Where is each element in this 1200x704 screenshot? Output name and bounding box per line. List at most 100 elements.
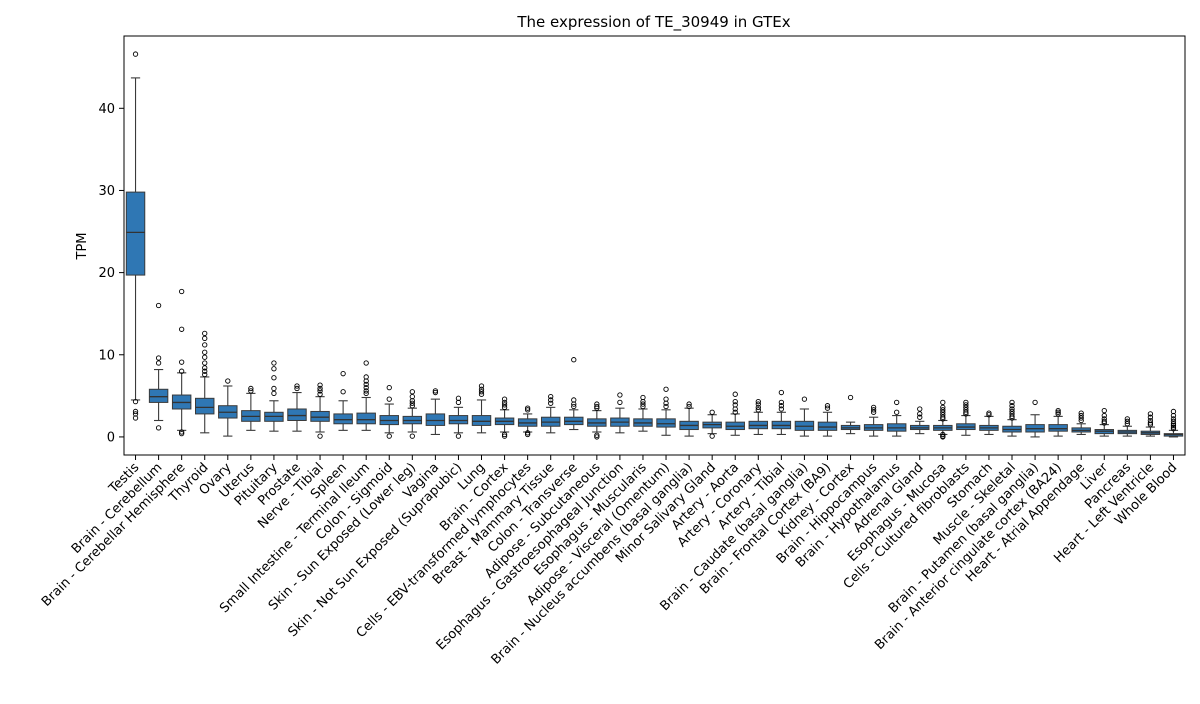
- outlier-point: [455, 399, 462, 406]
- outlier-point: [501, 431, 508, 438]
- outlier-point: [1009, 399, 1015, 406]
- outlier-point: [524, 430, 531, 436]
- outlier-point: [940, 407, 946, 413]
- iqr-box: [195, 397, 215, 415]
- outlier-point: [1078, 412, 1084, 419]
- outlier-point: [548, 397, 554, 403]
- outlier-point: [1055, 411, 1061, 417]
- outlier-point: [594, 434, 600, 440]
- outlier-point: [179, 430, 185, 437]
- box-group: [748, 398, 769, 436]
- outlier-point: [801, 396, 808, 402]
- outlier-point: [917, 411, 923, 417]
- boxes-layer: [125, 51, 1184, 440]
- outlier-point: [1170, 422, 1177, 429]
- outlier-point: [963, 409, 969, 415]
- outlier-point: [548, 400, 554, 406]
- outlier-point: [363, 381, 369, 387]
- box-group: [910, 406, 930, 435]
- box-group: [171, 288, 192, 437]
- box-group: [656, 386, 676, 436]
- outlier-point: [317, 388, 323, 394]
- outlier-point: [640, 398, 646, 405]
- outlier-point: [132, 51, 139, 57]
- outlier-point: [478, 391, 485, 397]
- outlier-point: [963, 404, 969, 410]
- outlier-point: [778, 406, 785, 412]
- iqr-box: [1048, 424, 1068, 432]
- outlier-point: [501, 399, 508, 406]
- outlier-point: [363, 384, 369, 391]
- outlier-point: [202, 365, 208, 371]
- outlier-point: [1170, 416, 1177, 422]
- outlier-point: [824, 403, 831, 409]
- outlier-point: [1009, 406, 1015, 412]
- outlier-point: [778, 399, 785, 406]
- iqr-box: [125, 191, 146, 276]
- outlier-point: [755, 401, 761, 407]
- box-group: [333, 371, 353, 431]
- outlier-point: [617, 399, 623, 406]
- box-group: [425, 388, 446, 436]
- outlier-point: [179, 326, 185, 332]
- outlier-point: [1170, 424, 1177, 430]
- y-ticks-layer: 0 10 20 30 40: [98, 102, 124, 445]
- outlier-point: [571, 403, 577, 410]
- box-group: [287, 383, 307, 432]
- box-group: [471, 383, 492, 434]
- box-group: [564, 357, 584, 431]
- plot-frame: [123, 35, 1186, 456]
- outlier-point: [409, 403, 415, 409]
- outlier-point: [1124, 421, 1130, 427]
- outlier-point: [202, 330, 208, 337]
- outlier-point: [755, 404, 761, 410]
- outlier-point: [363, 390, 369, 397]
- outlier-point: [686, 401, 692, 407]
- outlier-point: [917, 406, 923, 412]
- outlier-point: [1055, 409, 1061, 415]
- outlier-point: [317, 385, 323, 392]
- outlier-point: [1124, 416, 1130, 422]
- y-tick-label: 10: [98, 348, 115, 363]
- box-group: [863, 404, 884, 437]
- outlier-point: [1147, 411, 1154, 417]
- outlier-point: [1170, 426, 1177, 432]
- outlier-point: [363, 378, 369, 384]
- outlier-point: [940, 409, 946, 415]
- outlier-point: [202, 360, 208, 366]
- outlier-point: [409, 398, 415, 404]
- outlier-point: [940, 404, 946, 410]
- iqr-box: [448, 415, 469, 425]
- outlier-point: [432, 389, 439, 396]
- outlier-point: [640, 403, 646, 410]
- outlier-point: [870, 407, 877, 413]
- outlier-point: [524, 431, 531, 438]
- outlier-point: [940, 399, 946, 406]
- iqr-box: [817, 421, 838, 431]
- outlier-point: [132, 415, 139, 421]
- box-group: [310, 382, 330, 439]
- iqr-box: [356, 412, 376, 425]
- box-group: [771, 389, 792, 436]
- box-group: [1163, 408, 1184, 438]
- outlier-point: [1055, 407, 1061, 414]
- iqr-box: [148, 388, 169, 403]
- outlier-point: [386, 433, 392, 439]
- iqr-box: [287, 408, 307, 421]
- box-group: [356, 360, 376, 431]
- outlier-point: [409, 400, 415, 406]
- box-group: [195, 330, 215, 434]
- outlier-point: [594, 405, 600, 411]
- outlier-point: [179, 429, 185, 435]
- outlier-point: [202, 354, 208, 360]
- outlier-point: [917, 414, 923, 420]
- outlier-point: [571, 401, 577, 407]
- outlier-point: [732, 409, 738, 415]
- outlier-point: [317, 433, 323, 439]
- outlier-point: [524, 407, 531, 413]
- outlier-point: [894, 399, 900, 406]
- outlier-point: [640, 401, 646, 407]
- outlier-point: [709, 409, 715, 415]
- box-group: [840, 394, 861, 435]
- box-group: [610, 392, 630, 434]
